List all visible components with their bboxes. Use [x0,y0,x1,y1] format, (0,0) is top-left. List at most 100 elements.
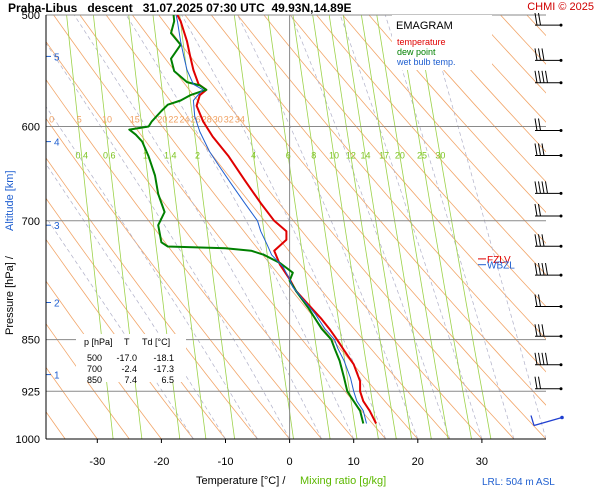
dry-adiabat [263,15,546,340]
dry-adiabat [46,323,130,439]
dry-adiabat [158,15,515,439]
series-line-dew-point [128,15,365,424]
dry-adiabat [316,15,546,276]
wind-barb-feathers [534,294,541,307]
y-axis-label-altitude: Altitude [km] [4,170,16,231]
altitude-tick-label: 2 [54,299,60,310]
dry-adiabat [46,197,226,439]
moist-adiabat [46,106,258,439]
level-table-cell: 700 [87,364,102,374]
wind-barb-station [559,129,563,132]
moist-adiabat [46,42,290,439]
dry-adiabat [368,15,546,213]
dry-adiabat [46,79,322,439]
mixing-ratio-label: 0.4 [75,150,88,160]
wind-barb-feathers [534,234,545,247]
mixing-ratio-label: 8 [311,150,316,160]
altitude-tick-label: 3 [54,221,60,232]
dry-adiabat [342,15,546,244]
mixing-ratio-line [342,15,412,439]
lrl-label: LRL: 504 m ASL [482,477,555,488]
dry-adiabat [421,15,546,153]
mixing-ratio-line [328,15,397,439]
altitude-tick-label: 4 [54,138,60,149]
theta-label: 20 [157,115,167,125]
wind-barb [534,324,563,338]
level-table-header: p [hPa] [84,337,113,347]
wind-barb-station [559,387,563,391]
wind-barb-feathers [534,203,541,217]
x-axis-label-temperature: Temperature [°C] / [196,475,286,487]
wind-barb-feathers [534,13,541,26]
level-table-background [76,334,186,382]
background-lines [46,15,546,439]
mixing-ratio-line [66,15,114,439]
wind-barb-station [559,244,563,248]
mixing-ratio-label: 2 [195,150,200,160]
theta-label: 5 [77,115,82,125]
dry-adiabat [237,15,546,373]
dry-adiabat [79,15,419,439]
mixing-ratio-line [179,15,235,439]
wind-barb-shape [530,415,563,427]
wind-barb-station [559,273,563,277]
wind-barb [534,263,563,277]
wind-barb-feathers [534,352,548,365]
moist-adiabat [426,15,546,439]
mixing-ratio-label: 1.4 [164,150,177,160]
theta-label: 22 [168,115,178,125]
level-table-cell: 500 [87,353,102,363]
legend-background [392,15,492,70]
level-table-header: T [124,337,130,347]
dry-adiabat [132,15,483,439]
mixing-ratio-label: 4 [251,150,256,160]
dry-adiabat [184,15,546,439]
mixing-ratio-label: 30 [435,150,445,160]
wind-barb [534,294,563,308]
wind-barb [534,48,563,62]
mixing-ratio-line [128,15,181,439]
level-table-cell: -18.1 [153,353,174,363]
wind-barb-feathers [534,70,548,83]
wind-barb [534,143,563,157]
mixing-ratio-label: 20 [395,150,405,160]
x-tick-label: -30 [89,456,105,468]
dry-adiabat [53,15,387,439]
wind-barb [534,118,563,132]
level-table-header: Td [°C] [142,337,170,347]
pressure-tick-label: 925 [22,386,40,398]
dry-adiabat [46,117,290,439]
moist-adiabat [73,15,322,439]
x-axis-label-mixing-ratio: Mixing ratio [g/kg] [300,475,386,487]
wind-barb [534,376,563,391]
dry-adiabat [46,40,355,439]
wind-barb-station [559,214,563,218]
mixing-ratio-line [267,15,331,439]
mixing-ratio-label: 17 [379,150,389,160]
pressure-tick-label: 850 [22,335,40,347]
mixing-ratio-label: 12 [346,150,356,160]
theta-label: 10 [102,115,112,125]
x-tick-label: -10 [218,456,234,468]
legend-item-temperature: temperature [397,37,446,47]
legend-title: EMAGRAM [396,20,453,32]
y-axis-label: Pressure [hPa] / Altitude [km] [4,170,16,335]
level-table-cell: -17.0 [116,353,137,363]
x-tick-label: -20 [153,456,169,468]
mixing-ratio-line [292,15,358,439]
mixing-ratio-line [93,15,143,439]
moist-adiabat [339,15,483,439]
legend: EMAGRAM temperature dew point wet bulb t… [392,15,492,70]
level-table-cell: 6.5 [161,375,174,385]
wind-barb [530,415,564,427]
wind-barb-feathers [534,118,541,131]
wind-barb-station [559,363,563,367]
credit-text: CHMI © 2025 [527,1,594,13]
mixing-ratio-label: 6 [286,150,291,160]
pressure-tick-label: 500 [22,10,40,22]
mixing-ratio-line [361,15,432,439]
mixing-ratio-line [415,15,492,439]
level-table-cell: 7.4 [124,375,137,385]
legend-item-dew-point: dew point [397,47,436,57]
